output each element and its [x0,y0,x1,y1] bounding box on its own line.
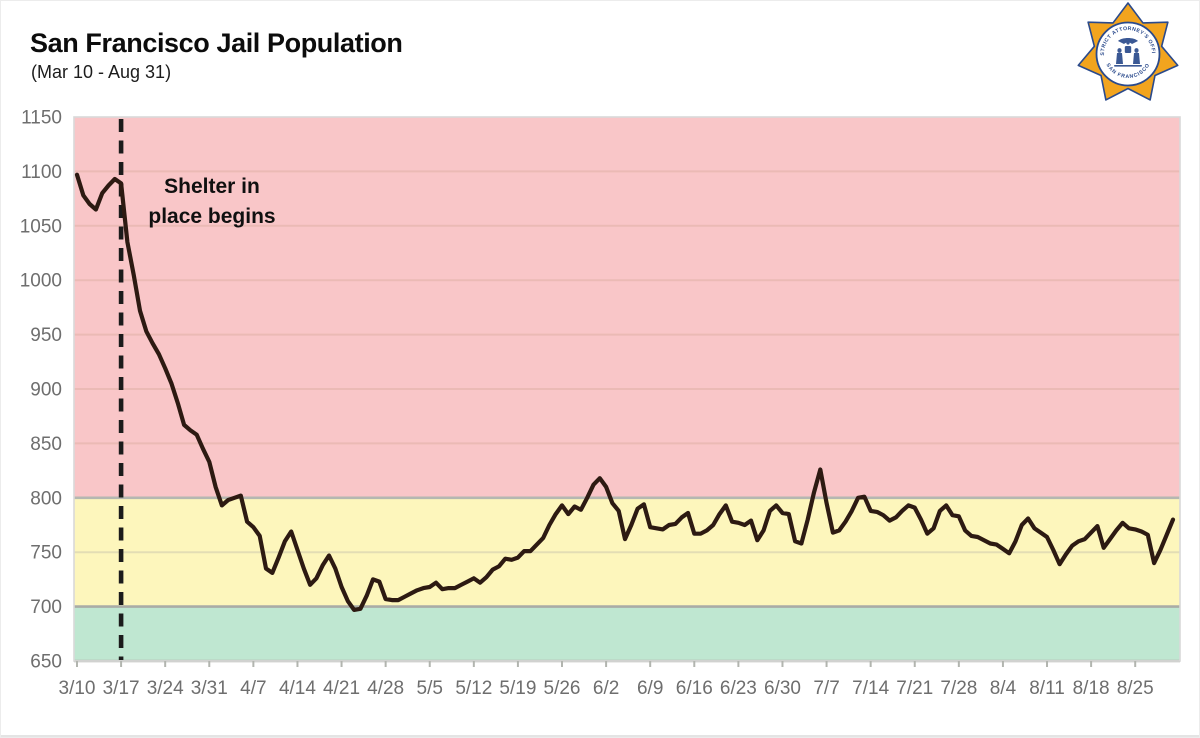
annotation-line-2: place begins [148,205,276,228]
population-line [74,172,1176,613]
x-tick-label-7/7: 7/7 [813,678,839,699]
y-tick-label-1150: 1150 [21,108,62,129]
x-tick-label-3/24: 3/24 [147,678,184,699]
badge-emblem-icon [1114,38,1142,67]
y-tick-label-1000: 1000 [20,271,62,292]
x-tick-label-4/28: 4/28 [367,678,404,699]
y-tick-label-750: 750 [30,543,62,564]
x-tick-label-8/18: 8/18 [1073,678,1110,699]
x-tick-label-6/16: 6/16 [676,678,713,699]
band-650-to-700 [74,606,1180,661]
x-tick-label-8/25: 8/25 [1117,678,1154,699]
page-title: San Francisco Jail Population [30,28,403,58]
district-attorney-badge-logo: DISTRICT ATTORNEY'S OFFICE SAN FRANCISCO [1077,2,1179,101]
shelter-in-place-annotation: Shelter in place begins [134,172,290,232]
x-tick-label-3/10: 3/10 [59,678,96,699]
band-above-800 [74,117,1180,498]
x-tick-label-6/23: 6/23 [720,678,757,699]
x-tick-label-7/21: 7/21 [896,678,933,699]
badge-center-circle [1095,21,1161,87]
page-subtitle: (Mar 10 - Aug 31) [31,62,172,82]
x-tick-label-7/14: 7/14 [852,678,889,699]
y-tick-label-850: 850 [30,434,62,455]
y-tick-label-800: 800 [30,488,62,509]
x-tick-label-6/30: 6/30 [764,678,801,699]
y-tick-label-1100: 1100 [21,162,62,183]
x-tick-label-4/14: 4/14 [279,678,316,699]
y-tick-label-650: 650 [30,652,62,673]
x-tick-label-3/31: 3/31 [191,678,228,699]
annotation-line-1: Shelter in [164,175,260,198]
y-tick-label-950: 950 [30,325,62,346]
x-tick-label-5/19: 5/19 [499,678,536,699]
x-tick-label-3/17: 3/17 [103,678,140,699]
x-tick-label-5/12: 5/12 [455,678,492,699]
x-tick-label-8/4: 8/4 [990,678,1017,699]
y-tick-label-900: 900 [30,380,62,401]
x-tick-label-8/11: 8/11 [1029,678,1065,699]
x-tick-label-4/7: 4/7 [240,678,266,699]
y-tick-label-1050: 1050 [20,216,62,237]
y-tick-label-700: 700 [30,597,62,618]
x-tick-label-4/21: 4/21 [323,678,360,699]
x-tick-label-5/5: 5/5 [417,678,443,699]
x-tick-label-7/28: 7/28 [940,678,977,699]
plot-border [73,116,1181,662]
x-tick-label-5/26: 5/26 [544,678,581,699]
x-tick-label-6/9: 6/9 [637,678,663,699]
x-tick-label-6/2: 6/2 [593,678,619,699]
